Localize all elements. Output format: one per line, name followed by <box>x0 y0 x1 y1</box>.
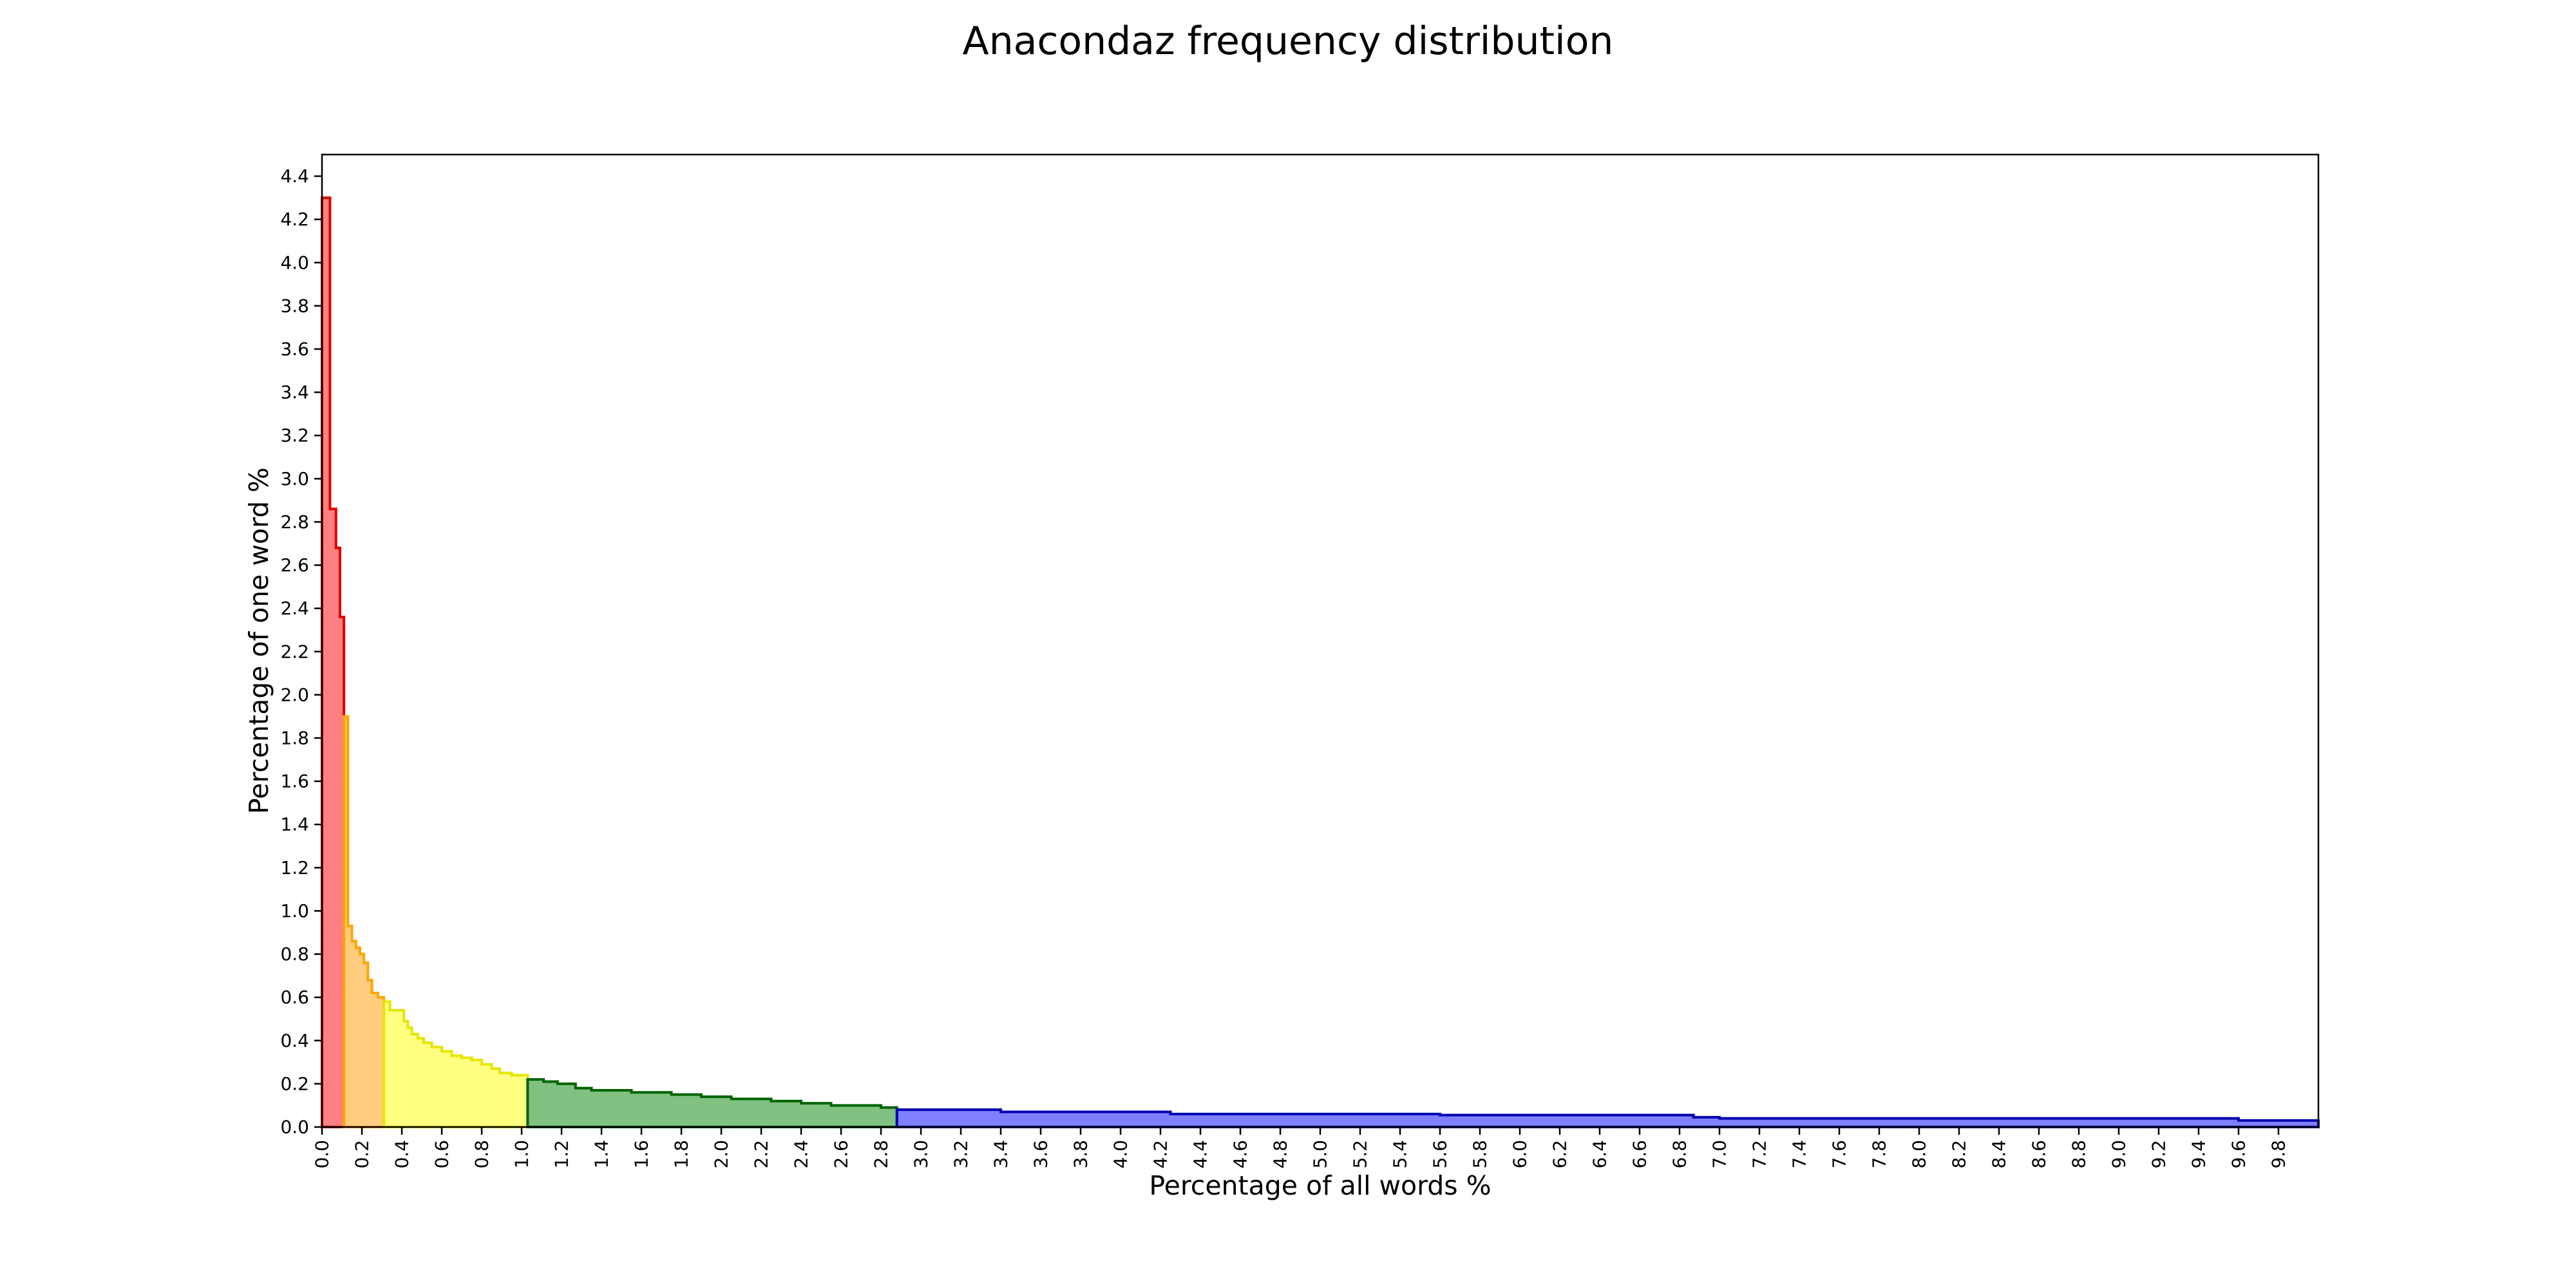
x-tick-label: 0.4 <box>392 1140 413 1169</box>
y-tick-label: 2.4 <box>280 598 309 619</box>
x-tick-label: 1.2 <box>551 1140 573 1169</box>
y-tick-label: 1.0 <box>280 900 309 922</box>
y-tick-label: 0.8 <box>280 943 309 965</box>
x-tick-label: 5.6 <box>1430 1140 1451 1169</box>
x-tick-label: 7.4 <box>1789 1140 1810 1169</box>
x-tick-label: 9.8 <box>2268 1140 2289 1169</box>
series-orange-area <box>344 716 384 1127</box>
x-tick-label: 0.0 <box>312 1140 333 1169</box>
y-tick-label: 4.0 <box>280 252 309 273</box>
x-tick-label: 6.4 <box>1589 1140 1611 1169</box>
x-tick-label: 8.6 <box>2029 1140 2050 1169</box>
x-tick-label: 0.2 <box>352 1140 373 1169</box>
y-tick-label: 0.4 <box>280 1030 309 1051</box>
x-tick-label: 3.2 <box>951 1140 972 1169</box>
x-tick-label: 8.0 <box>1909 1140 1930 1169</box>
y-tick-label: 4.2 <box>280 209 309 230</box>
x-tick-label: 0.8 <box>471 1140 493 1169</box>
x-tick-label: 6.6 <box>1629 1140 1651 1169</box>
x-tick-label: 7.0 <box>1709 1140 1730 1169</box>
x-tick-label: 2.8 <box>871 1140 892 1169</box>
x-tick-label: 0.6 <box>431 1140 453 1169</box>
x-tick-label: 5.2 <box>1350 1140 1371 1169</box>
series-yellow-area <box>384 1001 527 1127</box>
x-tick-label: 9.0 <box>2108 1140 2130 1169</box>
x-tick-label: 2.4 <box>791 1140 812 1169</box>
x-tick-label: 9.4 <box>2188 1140 2210 1169</box>
plot-frame <box>322 155 2318 1127</box>
x-tick-label: 1.6 <box>631 1140 652 1169</box>
x-tick-label: 1.0 <box>511 1140 533 1169</box>
y-tick-label: 1.4 <box>280 814 309 835</box>
x-tick-label: 4.2 <box>1150 1140 1171 1169</box>
y-tick-label: 3.8 <box>280 295 309 316</box>
x-tick-label: 4.4 <box>1190 1140 1211 1169</box>
x-tick-label: 3.4 <box>990 1140 1012 1169</box>
y-tick-label: 3.4 <box>280 382 309 403</box>
x-tick-label: 4.8 <box>1270 1140 1291 1169</box>
x-tick-label: 1.4 <box>591 1140 612 1169</box>
series-blue-area <box>897 1110 2318 1127</box>
y-axis-label: Percentage of one word % <box>243 468 274 814</box>
chart-title: Anacondaz frequency distribution <box>963 19 1614 64</box>
x-tick-label: 2.0 <box>711 1140 732 1169</box>
x-tick-label: 7.6 <box>1829 1140 1850 1169</box>
x-tick-label: 5.8 <box>1470 1140 1491 1169</box>
y-tick-label: 2.6 <box>280 554 309 576</box>
series-red-area <box>322 198 344 1127</box>
x-tick-label: 4.0 <box>1110 1140 1132 1169</box>
y-tick-label: 1.8 <box>280 728 309 749</box>
x-tick-label: 6.2 <box>1549 1140 1571 1169</box>
x-axis: 0.0 0.2 0.4 0.6 0.8 1.0 1.2 1.4 1.6 1.8 2.0 2.2 2.4 2… <box>312 1127 2289 1169</box>
y-axis: 0.0 0.2 0.4 0.6 0.8 1.0 1.2 1.4 1.6 1.8 2.0 2.2 2.4 2… <box>280 166 322 1137</box>
y-tick-label: 0.0 <box>280 1117 309 1138</box>
x-tick-label: 5.0 <box>1310 1140 1331 1169</box>
x-tick-label: 8.4 <box>1989 1140 2010 1169</box>
x-tick-label: 5.4 <box>1390 1140 1411 1169</box>
y-tick-label: 0.2 <box>280 1073 309 1094</box>
y-tick-label: 2.0 <box>280 684 309 705</box>
x-tick-label: 6.8 <box>1669 1140 1690 1169</box>
x-axis-label: Percentage of all words % <box>1149 1170 1491 1201</box>
y-tick-label: 2.8 <box>280 511 309 533</box>
y-tick-label: 1.6 <box>280 771 309 792</box>
y-tick-label: 3.2 <box>280 425 309 446</box>
y-tick-label: 2.2 <box>280 641 309 662</box>
y-tick-label: 4.4 <box>280 166 309 187</box>
x-tick-label: 6.0 <box>1510 1140 1531 1169</box>
x-tick-label: 7.8 <box>1869 1140 1890 1169</box>
x-tick-label: 3.8 <box>1070 1140 1092 1169</box>
x-tick-label: 4.6 <box>1230 1140 1251 1169</box>
y-tick-label: 1.2 <box>280 857 309 878</box>
x-tick-label: 8.8 <box>2069 1140 2090 1169</box>
y-tick-label: 0.6 <box>280 987 309 1008</box>
x-tick-label: 1.8 <box>671 1140 692 1169</box>
x-tick-label: 3.0 <box>911 1140 932 1169</box>
series-layer <box>322 198 2318 1127</box>
x-tick-label: 9.6 <box>2228 1140 2249 1169</box>
series-green-area <box>527 1079 897 1127</box>
x-tick-label: 8.2 <box>1949 1140 1970 1169</box>
x-tick-label: 2.2 <box>751 1140 772 1169</box>
y-tick-label: 3.6 <box>280 339 309 360</box>
x-tick-label: 7.2 <box>1749 1140 1770 1169</box>
x-tick-label: 3.6 <box>1030 1140 1052 1169</box>
x-tick-label: 9.2 <box>2148 1140 2170 1169</box>
y-tick-label: 3.0 <box>280 468 309 489</box>
x-tick-label: 2.6 <box>831 1140 852 1169</box>
